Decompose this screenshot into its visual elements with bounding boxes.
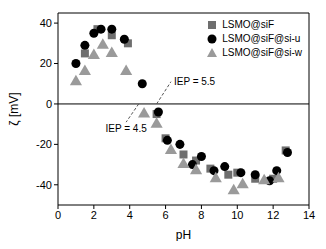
svg-text:4: 4 — [127, 209, 133, 221]
html-text:LSMO@siF: LSMO@siF — [222, 19, 275, 30]
svg-text:ζ [mV]: ζ [mV] — [8, 92, 21, 125]
html-text:LSMO@siF@si-w: LSMO@siF@si-w — [222, 47, 302, 58]
svg-text:20: 20 — [40, 57, 52, 69]
svg-text:-20: -20 — [36, 138, 52, 150]
svg-text:pH: pH — [176, 228, 191, 241]
svg-text:0: 0 — [55, 209, 61, 221]
html-text:LSMO@siF@si-u: LSMO@siF@si-u — [222, 33, 301, 44]
svg-text:-40: -40 — [36, 179, 52, 191]
svg-text:14: 14 — [303, 209, 315, 221]
svg-text:2: 2 — [91, 209, 97, 221]
svg-text:0: 0 — [46, 98, 52, 110]
svg-text:8: 8 — [198, 209, 204, 221]
svg-text:IEP = 4.5: IEP = 4.5 — [106, 123, 148, 134]
svg-text:6: 6 — [163, 209, 169, 221]
svg-text:10: 10 — [231, 209, 243, 221]
svg-text:IEP = 5.5: IEP = 5.5 — [174, 76, 216, 87]
svg-text:12: 12 — [267, 209, 279, 221]
svg-text:40: 40 — [40, 17, 52, 29]
